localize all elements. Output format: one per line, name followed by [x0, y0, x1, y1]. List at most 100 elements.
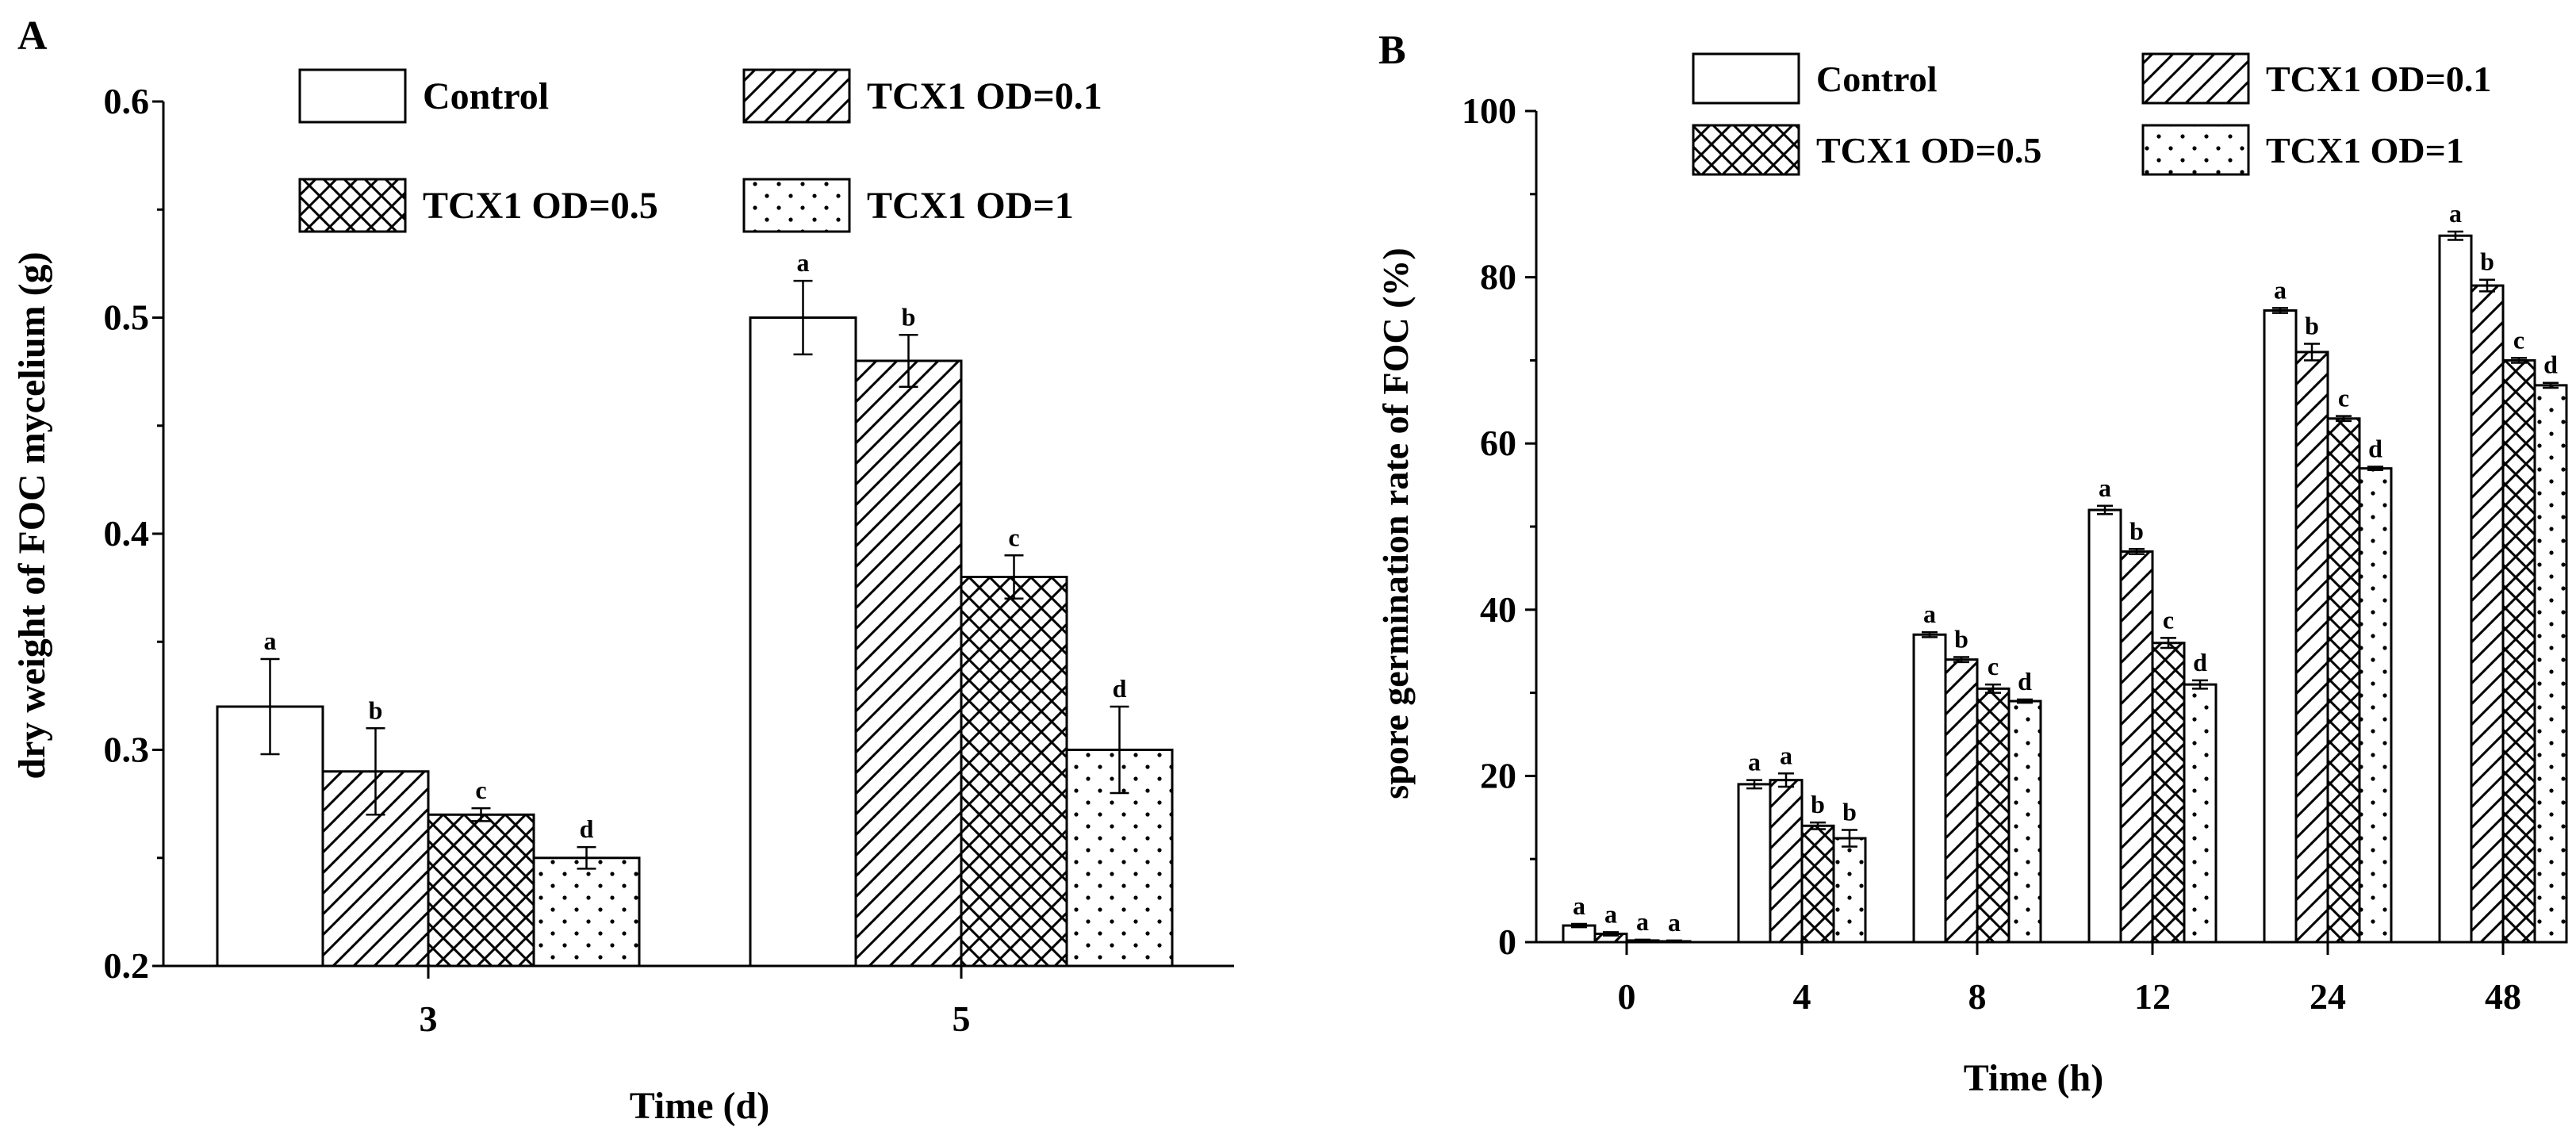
- significance-letter: a: [1748, 748, 1761, 776]
- significance-letter: b: [1842, 798, 1857, 826]
- y-tick-label: 20: [1480, 755, 1516, 795]
- x-tick-label: 5: [953, 998, 971, 1039]
- bar: [1976, 687, 2011, 944]
- y-tick-label: 40: [1480, 589, 1516, 630]
- bar: [2326, 417, 2361, 944]
- panel-a-x-axis-title: Time (d): [630, 1085, 769, 1127]
- legend-swatch: [298, 178, 407, 233]
- legend-label: TCX1 OD=0.5: [1816, 130, 2041, 171]
- bar: [960, 576, 1068, 968]
- x-tick-label: 8: [1968, 976, 1987, 1017]
- x-tick-label: 4: [1793, 976, 1811, 1017]
- y-tick-label: 0.3: [104, 730, 150, 770]
- bar: [2151, 642, 2186, 944]
- y-tick-label: 60: [1480, 423, 1516, 463]
- bar: [2087, 508, 2122, 944]
- significance-letter: a: [1636, 907, 1649, 936]
- significance-letter: a: [1780, 741, 1792, 769]
- bar: [1800, 824, 1835, 944]
- significance-letter: a: [2099, 473, 2111, 502]
- bar: [1912, 633, 1947, 944]
- panel-a: A dry weight of FOC mycelium (g) Time (d…: [11, 13, 1234, 1127]
- significance-letter: b: [2129, 516, 2144, 545]
- y-tick-label: 0.5: [104, 297, 150, 338]
- legend-swatch: [1692, 124, 1800, 176]
- bar: [1737, 783, 1772, 944]
- legend-label: TCX1 OD=1: [867, 185, 1074, 227]
- panel-b-label: B: [1378, 28, 1406, 73]
- bar: [2183, 683, 2218, 944]
- significance-letter: b: [1811, 790, 1825, 818]
- significance-letter: d: [580, 814, 594, 843]
- legend-swatch: [1692, 52, 1800, 105]
- panel-a-label: A: [17, 13, 48, 59]
- significance-letter: b: [1954, 625, 1968, 653]
- significance-letter: a: [1573, 891, 1585, 920]
- significance-letter: a: [1923, 600, 1936, 628]
- panel-a-y-axis-title: dry weight of FOC mycelium (g): [11, 251, 53, 779]
- bar: [2294, 351, 2329, 944]
- significance-letter: a: [2274, 275, 2287, 304]
- bar: [749, 316, 857, 968]
- y-tick-label: 0: [1498, 922, 1516, 962]
- legend-label: TCX1 OD=0.1: [867, 75, 1102, 117]
- significance-letter: d: [2193, 648, 2207, 676]
- significance-letter: a: [2449, 199, 2462, 228]
- panel-b-x-axis-title: Time (h): [1964, 1057, 2103, 1099]
- bar: [2007, 699, 2042, 944]
- significance-letter: b: [2305, 311, 2319, 339]
- bar: [2358, 467, 2393, 944]
- x-tick-label: 12: [2134, 976, 2171, 1017]
- significance-letter: a: [1668, 908, 1681, 937]
- significance-letter: d: [2018, 667, 2032, 696]
- x-tick-label: 3: [420, 998, 438, 1039]
- legend-swatch: [2141, 124, 2250, 176]
- bar: [427, 813, 535, 968]
- significance-letter: b: [369, 696, 383, 724]
- panel-b-y-axis-title: spore germination rate of FOC (%): [1375, 247, 1416, 799]
- significance-letter: d: [2543, 351, 2558, 379]
- significance-letter: c: [2163, 605, 2174, 634]
- legend-label: TCX1 OD=1: [2266, 130, 2464, 171]
- legend-swatch: [298, 68, 407, 124]
- panel-b: B spore germination rate of FOC (%) Time…: [1375, 28, 2568, 1099]
- bar: [1769, 779, 1804, 944]
- legend-swatch: [742, 178, 851, 233]
- x-tick-label: 0: [1618, 976, 1636, 1017]
- bar: [2438, 234, 2473, 944]
- significance-letter: a: [1604, 899, 1617, 928]
- y-tick-label: 0.2: [104, 945, 150, 986]
- significance-letter: c: [2513, 325, 2524, 354]
- legend-swatch: [2141, 52, 2250, 105]
- legend-label: Control: [423, 75, 549, 117]
- significance-letter: a: [264, 627, 277, 655]
- bar: [1832, 837, 1867, 944]
- bar: [2263, 309, 2298, 944]
- bar: [2470, 284, 2505, 944]
- panel-a-legend: Control TCX1 OD=0.1 TCX1 OD=0.5 TCX1 OD=1: [298, 68, 1102, 233]
- bar: [2119, 550, 2154, 944]
- bar: [1944, 658, 1979, 944]
- x-tick-label: 24: [2310, 976, 2346, 1017]
- significance-letter: c: [1988, 652, 1999, 680]
- significance-letter: d: [2368, 435, 2382, 463]
- significance-letter: b: [2480, 247, 2494, 276]
- significance-letter: b: [902, 302, 916, 331]
- y-tick-label: 0.4: [104, 513, 150, 554]
- legend-label: TCX1 OD=0.1: [2266, 59, 2491, 99]
- significance-letter: c: [1008, 523, 1019, 551]
- y-tick-label: 0.6: [104, 81, 150, 121]
- y-tick-label: 100: [1462, 90, 1516, 131]
- significance-letter: c: [2338, 384, 2349, 412]
- panel-a-plot-area: 0.2 0.3 0.4 0.5 0.6 3 a b c d 5 a b c d: [104, 81, 1234, 1039]
- x-tick-label: 48: [2485, 976, 2521, 1017]
- legend-swatch: [742, 68, 851, 124]
- significance-letter: d: [1113, 674, 1127, 703]
- bar: [854, 359, 963, 968]
- significance-letter: a: [797, 248, 810, 277]
- legend-label: TCX1 OD=0.5: [423, 185, 658, 227]
- bar: [2533, 384, 2568, 944]
- y-tick-label: 80: [1480, 257, 1516, 297]
